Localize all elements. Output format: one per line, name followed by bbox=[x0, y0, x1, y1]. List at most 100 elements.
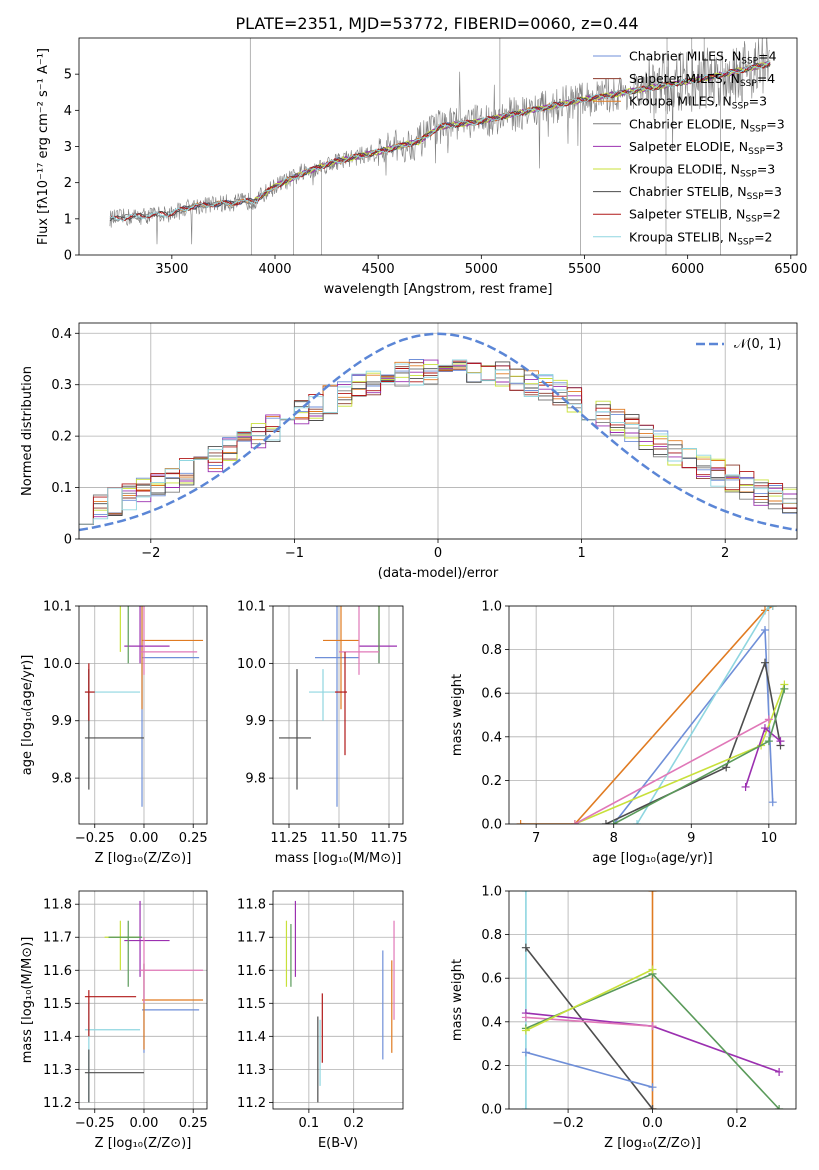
y-tick-label: 11.3 bbox=[237, 1063, 266, 1078]
mass-weight-marker bbox=[775, 1105, 784, 1109]
errorbar-point bbox=[84, 669, 144, 790]
x-tick-label: 1 bbox=[577, 546, 585, 561]
x-axis-label: wavelength [Angstrom, rest frame] bbox=[324, 282, 553, 297]
y-tick-label: 3 bbox=[64, 140, 72, 155]
errorbar-point bbox=[142, 963, 200, 1053]
errorbar-point bbox=[140, 937, 204, 1004]
axes-mass-vs-ebv: 0.1 0.2 11.2 11.3 11.4 11.5 11.6 11.7 11.8 E(B-V) bbox=[237, 890, 404, 1151]
mass-weight-marker bbox=[768, 798, 777, 807]
panel-massweight-vs-age: 7 8 9 10 0.0 0.2 0.4 0.6 0.8 1.0 age [log₁₀(age/yr… bbox=[450, 600, 797, 866]
mass-weight-marker bbox=[521, 1048, 530, 1057]
figure-suptitle: PLATE=2351, MJD=53772, FIBERID=0060, z=0… bbox=[235, 14, 638, 33]
y-tick-label: 11.2 bbox=[237, 1096, 266, 1111]
axes-frame bbox=[508, 890, 797, 1110]
mass-weight-marker bbox=[648, 891, 657, 895]
mass-weight-marker bbox=[521, 1105, 530, 1109]
mass-weight-line bbox=[525, 1051, 653, 1088]
errorbar-point bbox=[315, 606, 359, 807]
y-tick-label: 11.5 bbox=[237, 997, 266, 1012]
x-tick-label: 6000 bbox=[671, 262, 704, 277]
y-tick-label: 0 bbox=[64, 533, 72, 548]
mass-weight-marker bbox=[570, 820, 579, 824]
x-tick-label: 0.25 bbox=[179, 831, 208, 846]
y-tick-label: 11.3 bbox=[43, 1063, 72, 1078]
x-tick-label: 7 bbox=[532, 831, 540, 846]
x-tick-label: −1 bbox=[285, 546, 304, 561]
x-axis-label: Z [log₁₀(Z/Z⊙)] bbox=[95, 851, 192, 866]
plot-area-residuals bbox=[79, 332, 797, 532]
mass-weight-marker bbox=[775, 1067, 784, 1076]
y-tick-label: 5 bbox=[64, 68, 72, 83]
x-tick-label: −0.2 bbox=[552, 1116, 584, 1131]
y-tick-label: 11.7 bbox=[237, 931, 266, 946]
y-tick-label: 0.8 bbox=[481, 643, 502, 658]
x-axis-label: mass [log₁₀(M/M⊙)] bbox=[275, 851, 402, 866]
mass-weight-marker bbox=[516, 820, 525, 824]
mass-weight-marker bbox=[760, 658, 769, 667]
y-tick-label: 0.4 bbox=[481, 1015, 502, 1030]
x-tick-label: 0.0 bbox=[642, 1116, 663, 1131]
residuals-legend: 𝒩(0, 1) bbox=[696, 337, 781, 352]
y-axis-label: mass weight bbox=[450, 959, 465, 1041]
y-tick-label: 0 bbox=[64, 249, 72, 264]
mass-weight-marker bbox=[760, 724, 769, 733]
x-tick-label: 9 bbox=[687, 831, 695, 846]
legend-label: Salpeter ELODIE, NSSP=3 bbox=[629, 139, 783, 157]
y-tick-label: 10.1 bbox=[43, 600, 72, 615]
panel-age-vs-mass: 11.25 11.50 11.75 9.8 9.9 10.0 10.1 mass [log₁₀… bbox=[237, 600, 408, 867]
axes-frame bbox=[272, 605, 404, 825]
errorbar-point bbox=[127, 606, 129, 664]
errorbar-point bbox=[104, 920, 141, 971]
mass-weight-marker bbox=[521, 1013, 530, 1022]
legend-label: 𝒩(0, 1) bbox=[734, 337, 781, 352]
y-axis-label: age [log₁₀(age/yr)] bbox=[20, 655, 35, 776]
model-line bbox=[109, 60, 771, 222]
mass-weight-line bbox=[525, 947, 654, 1109]
y-axis-label: Normed distribution bbox=[20, 366, 35, 496]
x-tick-label: 5500 bbox=[568, 262, 601, 277]
x-tick-label: 0.1 bbox=[299, 1116, 320, 1131]
x-tick-label: 2 bbox=[721, 546, 729, 561]
errorbar-point bbox=[84, 1003, 141, 1103]
mass-weight-marker bbox=[764, 737, 773, 746]
y-tick-label: 9.8 bbox=[51, 772, 72, 787]
y-axis-label: mass weight bbox=[450, 674, 465, 756]
x-axis-label: (data-model)/error bbox=[378, 566, 499, 581]
model-line bbox=[109, 62, 771, 222]
plot-area-age-vs-Z bbox=[84, 606, 204, 807]
mass-weight-marker bbox=[764, 606, 773, 610]
errorbar-point bbox=[108, 920, 143, 987]
y-tick-label: 1 bbox=[64, 212, 72, 227]
y-tick-label: 9.9 bbox=[51, 714, 72, 729]
plot-area-mass-vs-Z bbox=[84, 900, 204, 1103]
y-tick-label: 1.0 bbox=[481, 600, 502, 615]
mass-weight-marker bbox=[780, 684, 789, 693]
mass-weight-marker bbox=[648, 1105, 657, 1109]
y-axis-label: mass [log₁₀(M/M⊙)] bbox=[20, 937, 35, 1064]
y-tick-label: 9.8 bbox=[245, 772, 266, 787]
mass-weight-marker bbox=[648, 1022, 657, 1031]
grid-age-vs-Z bbox=[79, 605, 207, 824]
axes-frame bbox=[78, 605, 208, 825]
panel-massweight-vs-Z: −0.2 0.0 0.2 0.0 0.2 0.4 0.6 0.8 1.0 Z [log₁₀(Z/Z… bbox=[450, 885, 797, 1151]
y-tick-label: 0.0 bbox=[481, 1103, 502, 1118]
mass-weight-marker bbox=[741, 782, 750, 791]
legend-label: Kroupa ELODIE, NSSP=3 bbox=[629, 162, 775, 180]
x-tick-label: 3500 bbox=[155, 262, 188, 277]
axes-spectrum: 3500 4000 4500 5000 5500 6000 6500 0 1 2 3 4 5 wavele… bbox=[36, 37, 807, 297]
model-line bbox=[254, 61, 771, 201]
axes-frame bbox=[272, 890, 404, 1110]
errorbar-point bbox=[140, 606, 198, 675]
mass-weight-line bbox=[525, 968, 653, 1032]
errorbar-point bbox=[359, 606, 397, 664]
axes-mass-vs-Z: −0.25 0.00 0.25 11.2 11.3 11.4 11.5 11.6 11.7 11.… bbox=[20, 890, 208, 1151]
y-tick-label: 11.6 bbox=[237, 964, 266, 979]
mass-weight-marker bbox=[601, 820, 610, 824]
chart-panels: 3500 4000 4500 5000 5500 6000 6500 0 1 2 3 4 5 wavele… bbox=[20, 37, 807, 1151]
y-tick-label: 11.8 bbox=[43, 898, 72, 913]
plot-area-mass-vs-ebv bbox=[285, 900, 395, 1103]
plot-area-age-vs-mass bbox=[279, 606, 397, 807]
mass-weight-marker bbox=[521, 891, 530, 895]
y-tick-label: 1.0 bbox=[481, 885, 502, 900]
y-tick-label: 0.2 bbox=[51, 430, 72, 445]
